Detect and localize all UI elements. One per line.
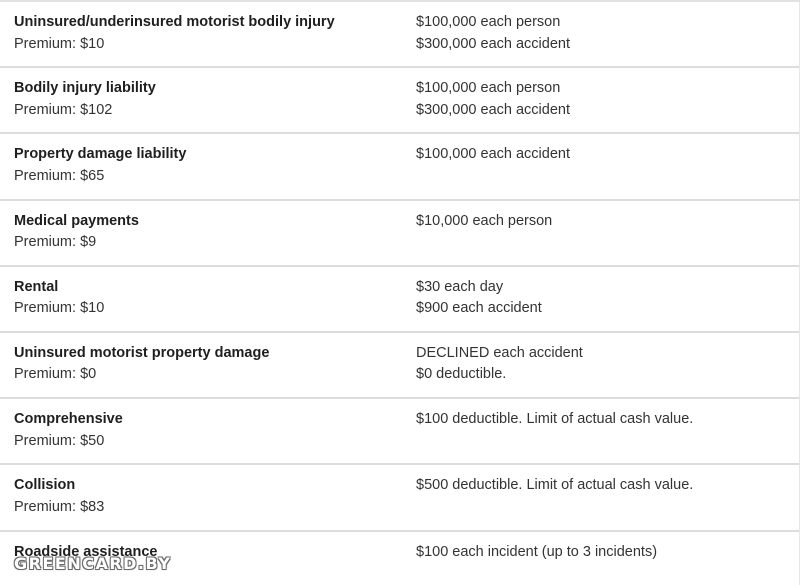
coverage-row-bodily-injury-liability: Bodily injury liability Premium: $102 $1… [0,68,799,135]
watermark: GREENCARD.BY [14,554,172,573]
coverage-row-roadside-assistance: Roadside assistance $100 each incident (… [0,532,799,585]
coverage-info: Bodily injury liability Premium: $102 [14,78,394,121]
coverage-premium: Premium: $0 [14,366,97,383]
coverage-info: Rental Premium: $10 [14,277,394,320]
coverage-info: Comprehensive Premium: $50 [14,409,394,452]
coverage-name: Uninsured motorist property damage [14,344,270,361]
coverage-limits: DECLINED each accident $0 deductible. [416,343,786,386]
coverage-limit-line-1: $100 each incident (up to 3 incidents) [416,543,658,560]
coverage-name: Comprehensive [14,411,123,428]
coverage-limits: $10,000 each person [416,211,786,233]
coverage-limits: $30 each day $900 each accident [416,277,786,320]
coverage-premium: Premium: $9 [14,234,97,251]
coverage-name: Bodily injury liability [14,80,156,97]
coverage-row-collision: Collision Premium: $83 $500 deductible. … [0,465,799,532]
coverage-name: Medical payments [14,212,139,229]
coverage-limit-line-2: $300,000 each accident [416,35,570,52]
coverage-row-property-damage-liability: Property damage liability Premium: $65 $… [0,134,799,201]
coverage-info: Property damage liability Premium: $65 [14,144,394,187]
coverage-limits: $100,000 each person $300,000 each accid… [416,12,786,55]
coverage-premium: Premium: $10 [14,35,105,52]
coverage-limit-line-1: $100,000 each person [416,80,561,97]
coverage-name: Uninsured/underinsured motorist bodily i… [14,14,335,30]
coverage-row-comprehensive: Comprehensive Premium: $50 $100 deductib… [0,399,799,466]
coverage-limits: $100 each incident (up to 3 incidents) [416,542,786,564]
coverage-premium: Premium: $50 [14,432,105,449]
coverage-row-medical-payments: Medical payments Premium: $9 $10,000 eac… [0,201,799,267]
coverage-info: Medical payments Premium: $9 [14,211,394,254]
coverage-info: Collision Premium: $83 [14,475,394,518]
coverage-limit-line-1: $100,000 each accident [416,146,570,163]
coverage-info: Uninsured motorist property damage Premi… [14,343,394,386]
coverage-premium: Premium: $10 [14,300,105,317]
coverage-limit-line-2: $300,000 each accident [416,101,570,118]
coverage-limit-line-1: DECLINED each accident [416,344,583,361]
coverage-row-rental: Rental Premium: $10 $30 each day $900 ea… [0,267,799,333]
coverage-limit-line-1: $30 each day [416,278,504,295]
coverage-row-uninsured-underinsured-bodily-injury: Uninsured/underinsured motorist bodily i… [0,2,799,69]
coverage-limit-line-2: $0 deductible. [416,366,507,383]
coverage-limits: $100 deductible. Limit of actual cash va… [416,409,786,431]
coverage-limits: $100,000 each person $300,000 each accid… [416,78,786,121]
coverage-limits: $100,000 each accident [416,144,786,166]
coverage-info: Uninsured/underinsured motorist bodily i… [14,12,394,55]
coverage-premium: Premium: $65 [14,167,105,184]
coverage-info: Roadside assistance [14,542,394,564]
coverage-name: Rental [14,278,59,295]
coverage-limit-line-1: $100 deductible. Limit of actual cash va… [416,411,694,428]
coverage-premium: Premium: $83 [14,498,105,515]
coverage-limit-line-1: $10,000 each person [416,212,553,229]
coverage-limit-line-1: $100,000 each person [416,14,561,30]
coverage-limit-line-1: $500 deductible. Limit of actual cash va… [416,477,694,494]
coverage-name: Property damage liability [14,146,187,163]
coverage-row-uninsured-property-damage: Uninsured motorist property damage Premi… [0,333,799,400]
coverage-limit-line-2: $900 each accident [416,300,542,317]
coverage-premium: Premium: $102 [14,101,113,118]
coverage-name: Collision [14,477,76,494]
coverage-name: Roadside assistance [14,543,158,560]
coverage-limits: $500 deductible. Limit of actual cash va… [416,475,786,497]
